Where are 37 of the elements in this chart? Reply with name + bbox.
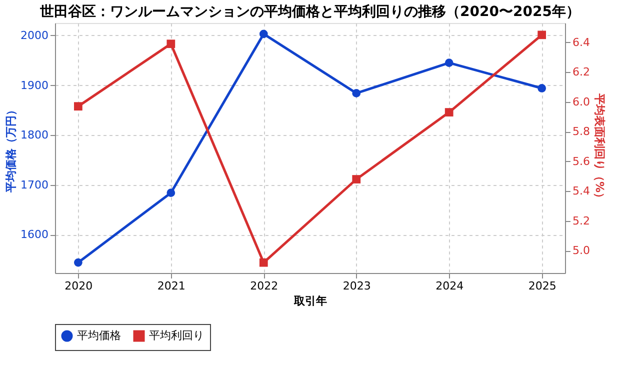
- y2-tick-label: 6.0: [572, 95, 590, 108]
- point: [74, 258, 82, 267]
- x-tick-label: 2020: [64, 280, 93, 292]
- x-tick-label: 2022: [250, 280, 278, 292]
- point: [259, 30, 268, 38]
- y-tick-label: 1900: [20, 78, 48, 92]
- x-tick-label: 2023: [342, 280, 371, 292]
- y-axis-title: 平均価格（万円）: [4, 104, 18, 194]
- x-axis-title: 取引年: [293, 294, 327, 308]
- point: [444, 108, 454, 116]
- y2-tick-label: 5.4: [572, 184, 590, 198]
- y-tick-label: 1700: [20, 178, 48, 192]
- y-tick-label: 2000: [20, 28, 48, 42]
- y2-tick-label: 6.4: [572, 36, 590, 49]
- x-tick-label: 2025: [528, 280, 556, 292]
- point: [166, 188, 176, 197]
- x-tick-label: 2024: [436, 280, 464, 292]
- y2-axis-title: 平均表面利回り（%）: [592, 92, 606, 204]
- point: [444, 58, 454, 68]
- point: [74, 102, 82, 111]
- point: [259, 258, 268, 267]
- y2-tick-label: 5.0: [572, 244, 590, 258]
- point: [352, 175, 361, 184]
- y2-tick-label: 5.8: [572, 125, 590, 138]
- y-tick-label: 1800: [20, 128, 48, 142]
- legend-label: 平均利回り: [149, 329, 204, 342]
- y-tick-label: 1600: [20, 228, 48, 242]
- x-tick-label: 2021: [157, 280, 186, 292]
- point: [538, 84, 546, 92]
- y2-tick-label: 5.2: [572, 214, 590, 228]
- legend-label: 平均価格: [77, 329, 121, 342]
- point: [538, 30, 546, 40]
- y2-tick-label: 5.6: [572, 154, 590, 168]
- y2-tick-label: 6.2: [572, 66, 590, 79]
- point: [166, 40, 176, 48]
- point: [352, 89, 361, 98]
- chart-title: 世田谷区：ワンルームマンションの平均価格と平均利回りの推移（2020〜2025年）: [39, 4, 580, 20]
